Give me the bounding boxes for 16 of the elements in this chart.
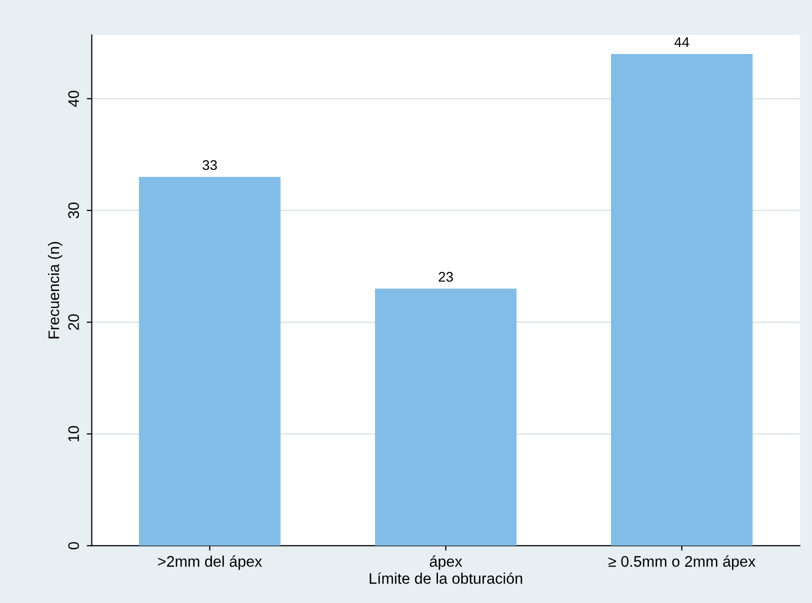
y-tick-label: 30 <box>68 202 80 218</box>
data-label: 33 <box>202 160 217 170</box>
y-axis-title: Frecuencia (n) <box>48 242 62 338</box>
bar <box>374 288 517 546</box>
x-tick-label: ≥ 0.5mm o 2mm ápex <box>608 555 756 570</box>
y-tick-label: 20 <box>68 314 80 330</box>
data-label: 44 <box>674 37 690 47</box>
x-tick-label: >2mm del ápex <box>158 555 262 570</box>
y-tick-label: 10 <box>68 426 80 442</box>
y-tick-label: 0 <box>68 542 80 550</box>
bar <box>611 54 753 546</box>
x-axis-title: Límite de la obturación <box>370 572 522 584</box>
y-tick-label: 40 <box>68 90 80 107</box>
data-label: 23 <box>438 272 453 282</box>
bar <box>138 176 281 546</box>
x-tick-label: ápex <box>430 555 462 570</box>
